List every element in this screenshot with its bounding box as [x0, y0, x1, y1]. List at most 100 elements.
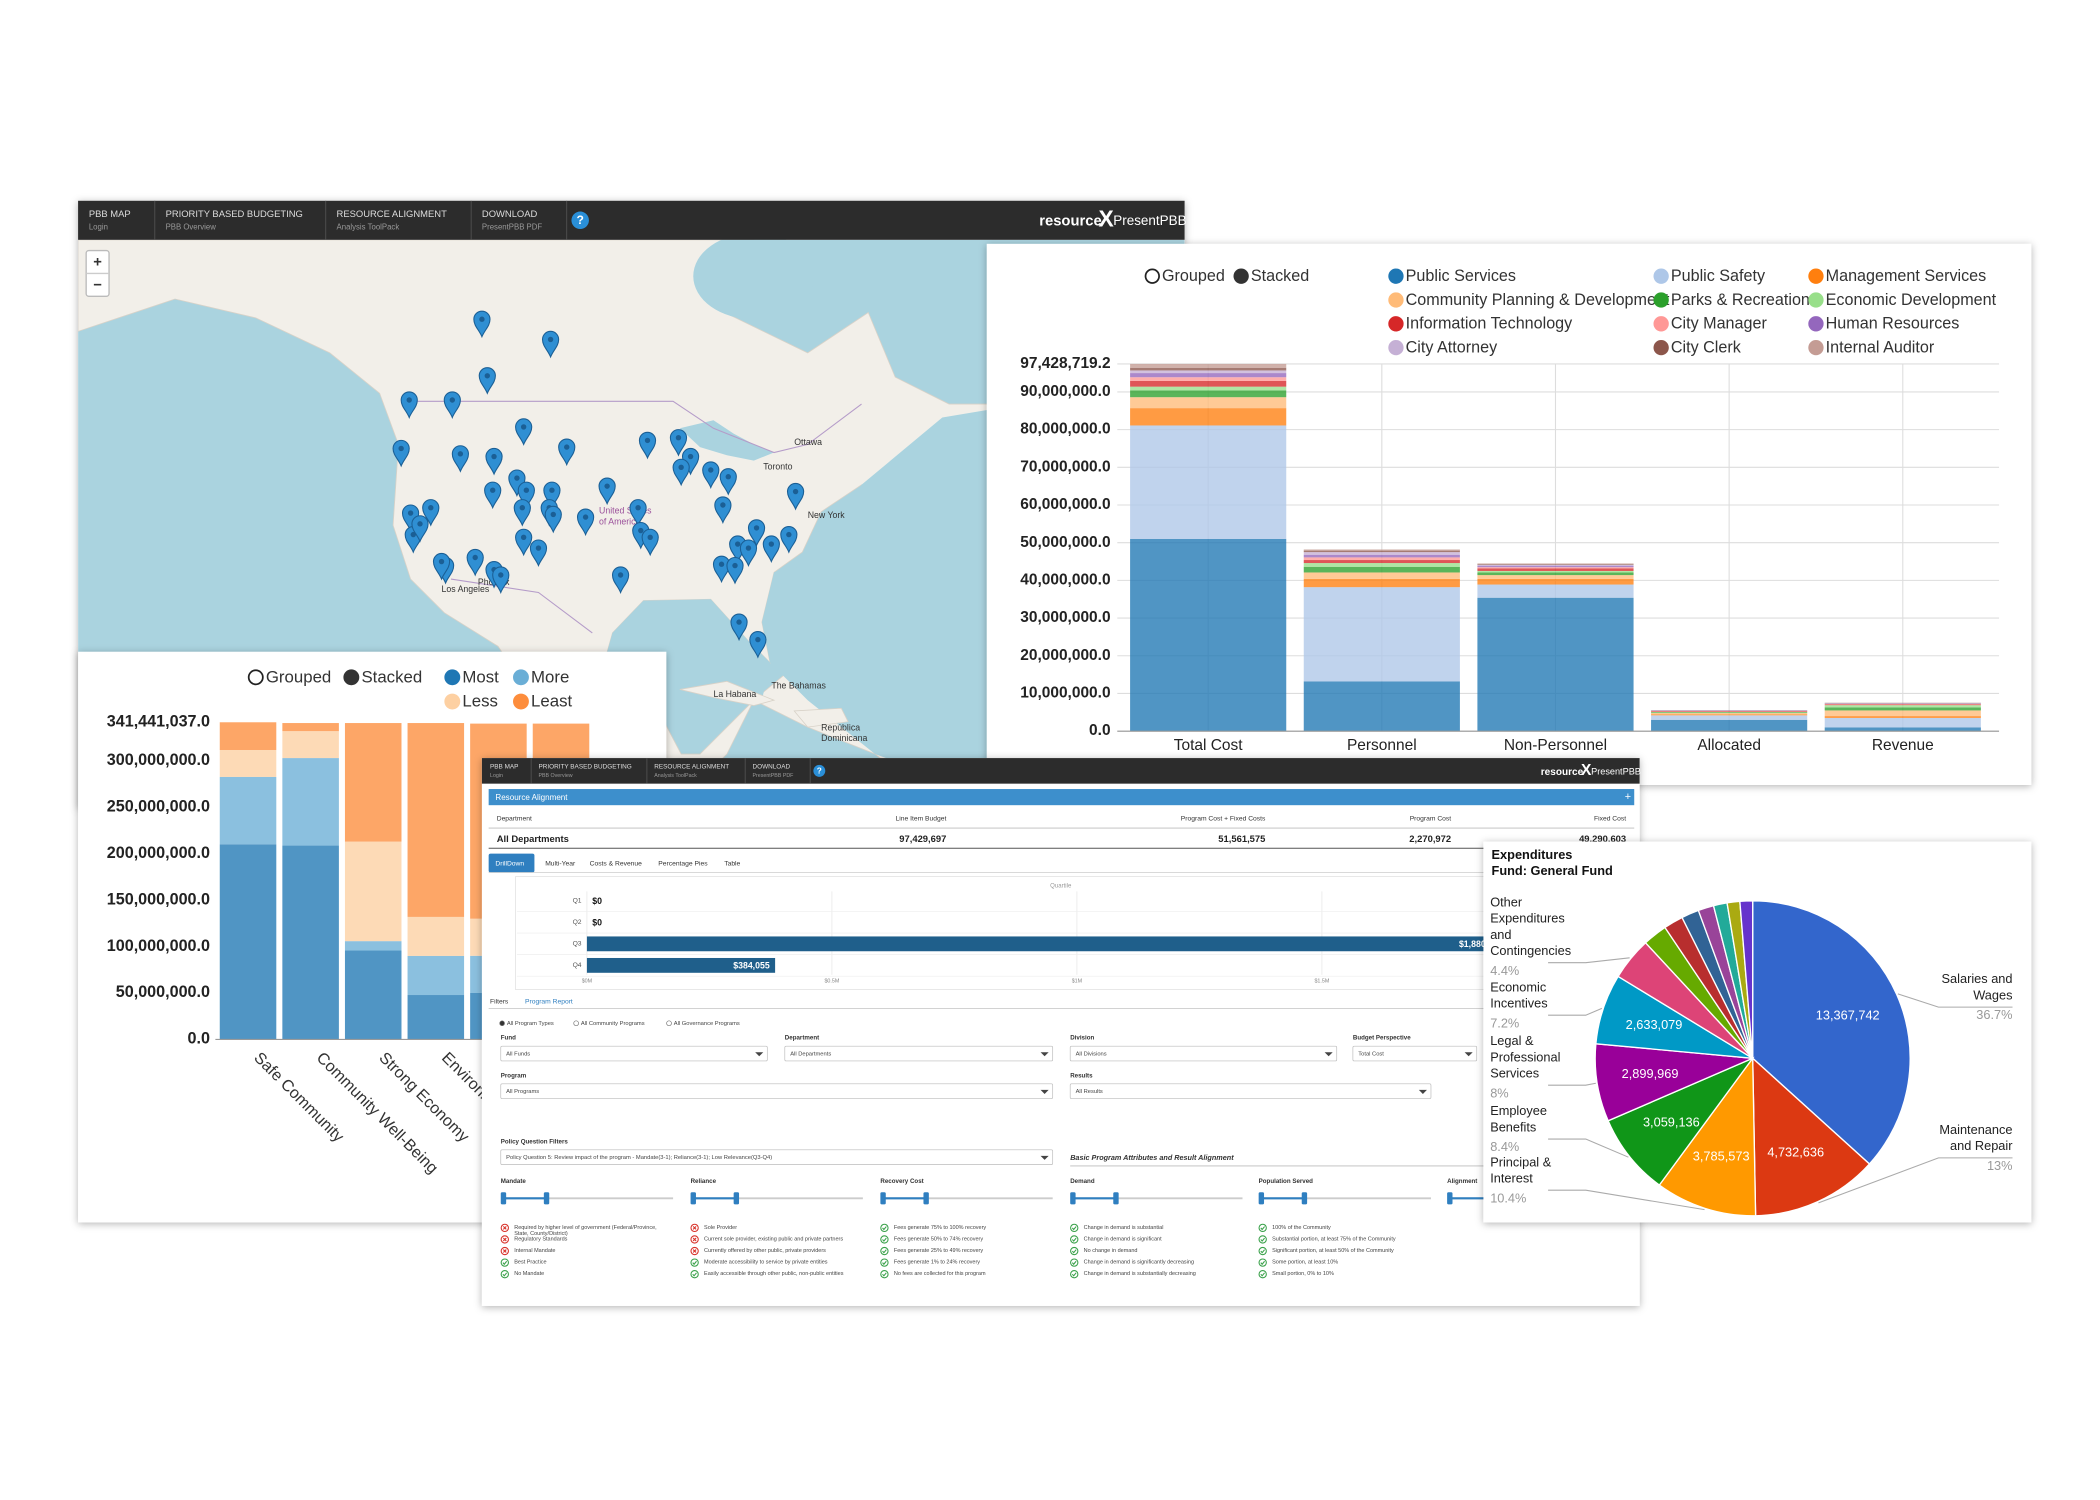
tab[interactable]: Costs & Revenue — [590, 861, 643, 868]
slider-handle[interactable] — [690, 1192, 696, 1205]
select[interactable] — [1352, 1045, 1478, 1062]
map-pin — [451, 445, 470, 473]
attribute-item: 100% of the Community — [1272, 1225, 1331, 1231]
attribute-item-line: No change in demand — [1084, 1248, 1138, 1254]
map-pin-dot — [786, 531, 792, 538]
legend-swatch[interactable] — [1144, 268, 1160, 284]
help-icon[interactable] — [571, 211, 589, 230]
map-pin-dot — [635, 505, 641, 511]
tab[interactable]: DrillDown — [495, 861, 524, 868]
filter-tab[interactable]: Program Report — [525, 999, 573, 1006]
legend-swatch[interactable] — [1653, 292, 1669, 308]
legend-swatch[interactable] — [1808, 292, 1824, 308]
map-pin — [672, 458, 690, 487]
section-expand[interactable]: + — [1625, 791, 1631, 803]
slice-name-line: Benefits — [1490, 1120, 1536, 1135]
tab[interactable]: Percentage Pies — [658, 861, 708, 868]
legend-swatch[interactable] — [1388, 268, 1404, 284]
slice-name-line: and Repair — [1950, 1138, 2013, 1153]
nav-title: DOWNLOAD — [482, 208, 538, 219]
legend-swatch[interactable] — [513, 669, 529, 686]
bar — [1130, 367, 1287, 371]
icon-glyph — [882, 1249, 887, 1254]
radio[interactable] — [573, 1020, 579, 1027]
legend-swatch[interactable] — [1653, 268, 1669, 284]
legend-swatch[interactable] — [1388, 292, 1404, 308]
nav-subtitle: PresentPBB PDF — [753, 773, 795, 779]
logo-brand: resource — [1541, 767, 1584, 778]
attribute-item-line: Fees generate 75% to 100% recovery — [894, 1225, 987, 1231]
slider-handle[interactable] — [923, 1192, 929, 1205]
slider-handle[interactable] — [1301, 1192, 1308, 1205]
radio[interactable] — [666, 1020, 672, 1027]
legend-swatch[interactable] — [1653, 316, 1669, 332]
bar — [1824, 705, 1981, 708]
slider-handle[interactable] — [1258, 1192, 1265, 1205]
slice-percent: 13% — [1987, 1158, 2013, 1173]
resource-panel: PBB MAP Login PRIORITY BASED BUDGETING PBB … — [481, 758, 1641, 1306]
bar — [344, 841, 402, 942]
bar — [1303, 566, 1460, 573]
legend-swatch[interactable] — [1233, 268, 1249, 284]
attribute-item-line: Current sole provider, existing public a… — [704, 1237, 843, 1243]
bar — [1130, 377, 1287, 381]
help-icon[interactable] — [813, 764, 826, 777]
y-tick-label: 150,000,000.0 — [107, 890, 210, 908]
check-icon — [1070, 1258, 1079, 1267]
select[interactable] — [1069, 1083, 1432, 1099]
select[interactable] — [1069, 1045, 1338, 1062]
map-pin-dot — [417, 521, 423, 527]
legend-swatch[interactable] — [1388, 339, 1404, 356]
select-value: All Funds — [506, 1051, 530, 1057]
select[interactable] — [500, 1045, 768, 1062]
legend-swatch[interactable] — [1808, 316, 1824, 332]
tab[interactable]: Table — [724, 861, 740, 868]
attribute-item-line: Sole Provider — [704, 1225, 737, 1231]
map-pin-dot — [604, 483, 610, 489]
slider-handle[interactable] — [733, 1192, 740, 1205]
legend-label: More — [531, 667, 569, 686]
slider-handle[interactable] — [1070, 1192, 1076, 1205]
attribute-item-line: Moderate accessibility to service by pri… — [704, 1260, 828, 1266]
select[interactable] — [500, 1083, 1054, 1099]
map-pin — [422, 499, 440, 527]
select[interactable] — [784, 1045, 1054, 1062]
y-tick-label: 60,000,000.0 — [1020, 496, 1110, 513]
radio[interactable] — [499, 1020, 505, 1027]
place-label: Ottawa — [794, 437, 822, 447]
bar — [1130, 425, 1287, 539]
legend-swatch[interactable] — [513, 693, 529, 710]
leader-line — [1818, 1157, 2013, 1204]
attribute-name: Recovery Cost — [880, 1178, 923, 1185]
map-pin-dot — [520, 534, 527, 540]
map-pin-dot — [675, 435, 682, 441]
map-pin-dot — [745, 545, 752, 551]
bar — [1130, 373, 1287, 378]
map-pin-dot — [549, 487, 555, 493]
slider-handle[interactable] — [500, 1192, 507, 1205]
slider-handle[interactable] — [880, 1192, 886, 1205]
legend-swatch[interactable] — [444, 669, 461, 686]
legend-swatch[interactable] — [1388, 316, 1404, 332]
legend-swatch[interactable] — [1653, 339, 1669, 356]
icon-glyph — [502, 1260, 508, 1266]
slider-handle[interactable] — [1113, 1192, 1119, 1205]
attribute-item: Some portion, at least 10% — [1272, 1260, 1338, 1266]
filter-tab[interactable]: Filters — [490, 999, 509, 1006]
caret — [1324, 1052, 1333, 1057]
tab[interactable]: Multi-Year — [545, 861, 576, 868]
select[interactable] — [500, 1149, 1054, 1165]
map-pin — [747, 519, 766, 547]
legend-swatch[interactable] — [444, 693, 461, 710]
legend-swatch[interactable] — [343, 669, 360, 686]
slice-name-line: Maintenance — [1939, 1122, 2012, 1137]
select-value: All Results — [1076, 1089, 1103, 1095]
legend-swatch[interactable] — [247, 669, 264, 686]
slider-handle[interactable] — [543, 1192, 550, 1205]
slider-handle[interactable] — [1447, 1192, 1453, 1205]
legend-swatch[interactable] — [1808, 339, 1824, 356]
legend-swatch[interactable] — [1808, 268, 1824, 284]
map-pin — [611, 566, 630, 594]
map-pin-dot — [449, 397, 455, 403]
bar — [344, 723, 402, 842]
